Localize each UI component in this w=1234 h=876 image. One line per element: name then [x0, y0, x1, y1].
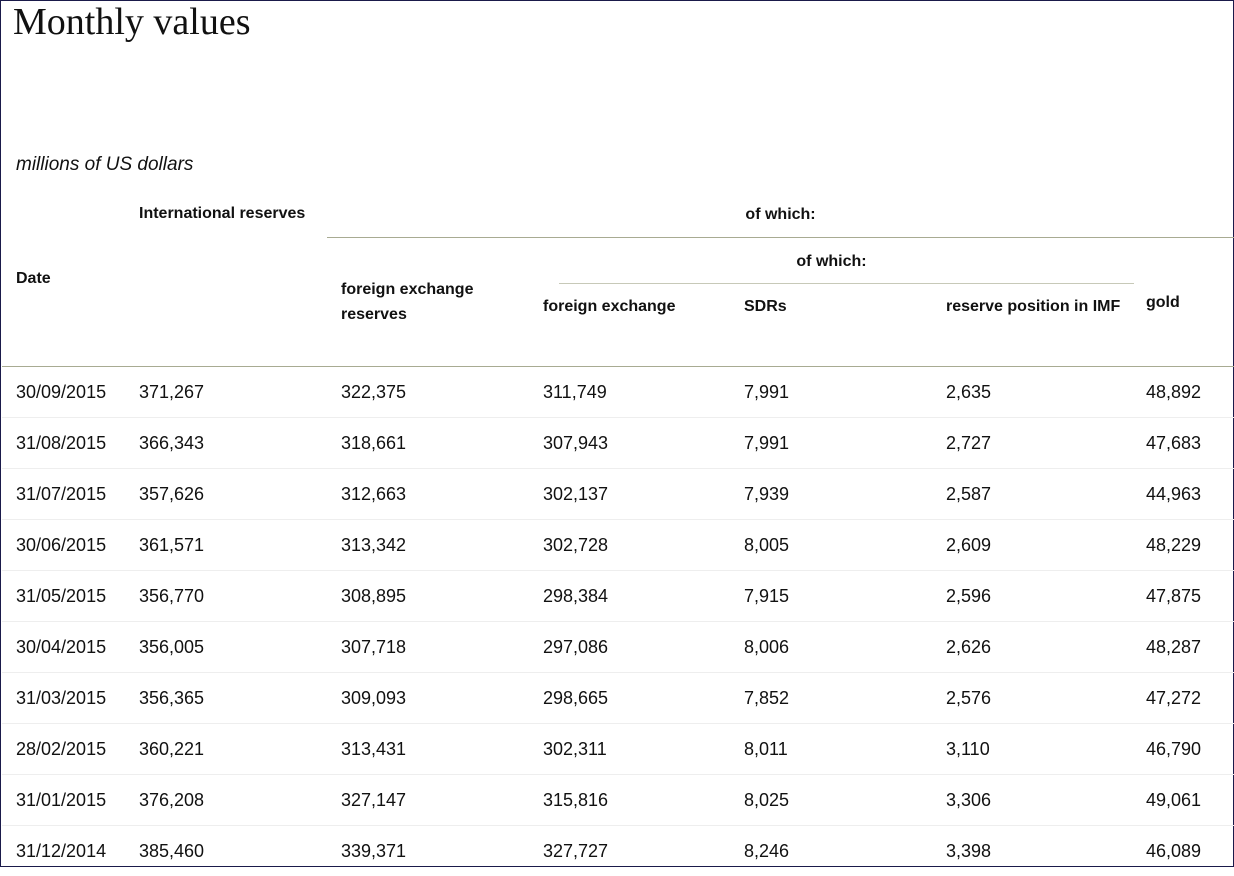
table-row: 30/09/2015 371,267 322,375 311,749 7,991… — [2, 367, 1234, 418]
cell-foreign-exchange-reserves: 327,147 — [327, 775, 529, 826]
cell-foreign-exchange: 297,086 — [529, 622, 730, 673]
cell-international-reserves: 357,626 — [125, 469, 327, 520]
table-row: 31/01/2015 376,208 327,147 315,816 8,025… — [2, 775, 1234, 826]
units-caption: millions of US dollars — [16, 153, 193, 177]
cell-international-reserves: 371,267 — [125, 367, 327, 418]
cell-foreign-exchange-reserves: 313,342 — [327, 520, 529, 571]
cell-international-reserves: 356,770 — [125, 571, 327, 622]
header-international-reserves: International reserves — [125, 191, 327, 367]
cell-sdrs: 7,939 — [730, 469, 932, 520]
cell-foreign-exchange-reserves: 318,661 — [327, 418, 529, 469]
cell-gold: 48,287 — [1134, 622, 1234, 673]
header-of-which-level2-label: of which: — [796, 253, 866, 270]
cell-foreign-exchange: 302,137 — [529, 469, 730, 520]
cell-reserve-position-imf: 2,596 — [932, 571, 1134, 622]
cell-foreign-exchange-reserves: 309,093 — [327, 673, 529, 724]
cell-gold: 46,790 — [1134, 724, 1234, 775]
cell-international-reserves: 360,221 — [125, 724, 327, 775]
table-row: 30/04/2015 356,005 307,718 297,086 8,006… — [2, 622, 1234, 673]
cell-international-reserves: 385,460 — [125, 826, 327, 876]
cell-foreign-exchange-reserves: 308,895 — [327, 571, 529, 622]
table-row: 30/06/2015 361,571 313,342 302,728 8,005… — [2, 520, 1234, 571]
header-of-which-level1: of which: — [327, 191, 1234, 238]
cell-gold: 44,963 — [1134, 469, 1234, 520]
table-row: 31/03/2015 356,365 309,093 298,665 7,852… — [2, 673, 1234, 724]
cell-reserve-position-imf: 3,306 — [932, 775, 1134, 826]
header-of-which-level2: of which: — [529, 238, 1134, 285]
cell-date: 31/05/2015 — [2, 571, 125, 622]
cell-gold: 47,272 — [1134, 673, 1234, 724]
cell-sdrs: 8,011 — [730, 724, 932, 775]
cell-reserve-position-imf: 3,398 — [932, 826, 1134, 876]
header-foreign-exchange: foreign exchange — [529, 284, 730, 367]
cell-date: 28/02/2015 — [2, 724, 125, 775]
table-row: 31/05/2015 356,770 308,895 298,384 7,915… — [2, 571, 1234, 622]
table-row: 31/12/2014 385,460 339,371 327,727 8,246… — [2, 826, 1234, 876]
header-gold: gold — [1134, 238, 1234, 367]
cell-foreign-exchange: 302,311 — [529, 724, 730, 775]
cell-reserve-position-imf: 2,576 — [932, 673, 1134, 724]
page-title: Monthly values — [13, 0, 250, 45]
cell-date: 31/08/2015 — [2, 418, 125, 469]
table-body: 30/09/2015 371,267 322,375 311,749 7,991… — [2, 367, 1234, 876]
cell-gold: 48,892 — [1134, 367, 1234, 418]
cell-foreign-exchange-reserves: 322,375 — [327, 367, 529, 418]
header-sdrs: SDRs — [730, 284, 932, 367]
cell-date: 31/01/2015 — [2, 775, 125, 826]
cell-foreign-exchange: 311,749 — [529, 367, 730, 418]
cell-date: 31/03/2015 — [2, 673, 125, 724]
cell-international-reserves: 376,208 — [125, 775, 327, 826]
cell-sdrs: 7,915 — [730, 571, 932, 622]
table-header: Date International reserves of which: fo… — [2, 191, 1234, 367]
cell-international-reserves: 361,571 — [125, 520, 327, 571]
header-date: Date — [2, 191, 125, 367]
cell-foreign-exchange: 307,943 — [529, 418, 730, 469]
cell-foreign-exchange: 315,816 — [529, 775, 730, 826]
cell-foreign-exchange-reserves: 312,663 — [327, 469, 529, 520]
cell-gold: 47,875 — [1134, 571, 1234, 622]
cell-gold: 47,683 — [1134, 418, 1234, 469]
reserves-table: Date International reserves of which: fo… — [2, 191, 1234, 876]
cell-sdrs: 7,991 — [730, 367, 932, 418]
cell-sdrs: 7,991 — [730, 418, 932, 469]
cell-gold: 48,229 — [1134, 520, 1234, 571]
cell-foreign-exchange: 298,665 — [529, 673, 730, 724]
cell-date: 30/04/2015 — [2, 622, 125, 673]
cell-date: 31/07/2015 — [2, 469, 125, 520]
cell-sdrs: 8,246 — [730, 826, 932, 876]
cell-foreign-exchange-reserves: 339,371 — [327, 826, 529, 876]
header-foreign-exchange-reserves: foreign exchange reserves — [327, 238, 529, 367]
header-inner-rule — [559, 283, 1134, 284]
cell-foreign-exchange: 327,727 — [529, 826, 730, 876]
cell-international-reserves: 356,005 — [125, 622, 327, 673]
cell-international-reserves: 356,365 — [125, 673, 327, 724]
cell-date: 30/09/2015 — [2, 367, 125, 418]
cell-foreign-exchange-reserves: 307,718 — [327, 622, 529, 673]
cell-date: 30/06/2015 — [2, 520, 125, 571]
cell-reserve-position-imf: 2,626 — [932, 622, 1134, 673]
table-row: 31/08/2015 366,343 318,661 307,943 7,991… — [2, 418, 1234, 469]
cell-reserve-position-imf: 2,727 — [932, 418, 1134, 469]
cell-foreign-exchange-reserves: 313,431 — [327, 724, 529, 775]
cell-sdrs: 7,852 — [730, 673, 932, 724]
cell-sdrs: 8,025 — [730, 775, 932, 826]
cell-date: 31/12/2014 — [2, 826, 125, 876]
cell-reserve-position-imf: 3,110 — [932, 724, 1134, 775]
header-reserve-position-imf: reserve position in IMF — [932, 284, 1134, 367]
cell-sdrs: 8,005 — [730, 520, 932, 571]
cell-foreign-exchange: 302,728 — [529, 520, 730, 571]
table-row: 28/02/2015 360,221 313,431 302,311 8,011… — [2, 724, 1234, 775]
table-row: 31/07/2015 357,626 312,663 302,137 7,939… — [2, 469, 1234, 520]
cell-gold: 46,089 — [1134, 826, 1234, 876]
cell-reserve-position-imf: 2,609 — [932, 520, 1134, 571]
cell-gold: 49,061 — [1134, 775, 1234, 826]
cell-reserve-position-imf: 2,587 — [932, 469, 1134, 520]
cell-international-reserves: 366,343 — [125, 418, 327, 469]
cell-foreign-exchange: 298,384 — [529, 571, 730, 622]
cell-reserve-position-imf: 2,635 — [932, 367, 1134, 418]
cell-sdrs: 8,006 — [730, 622, 932, 673]
